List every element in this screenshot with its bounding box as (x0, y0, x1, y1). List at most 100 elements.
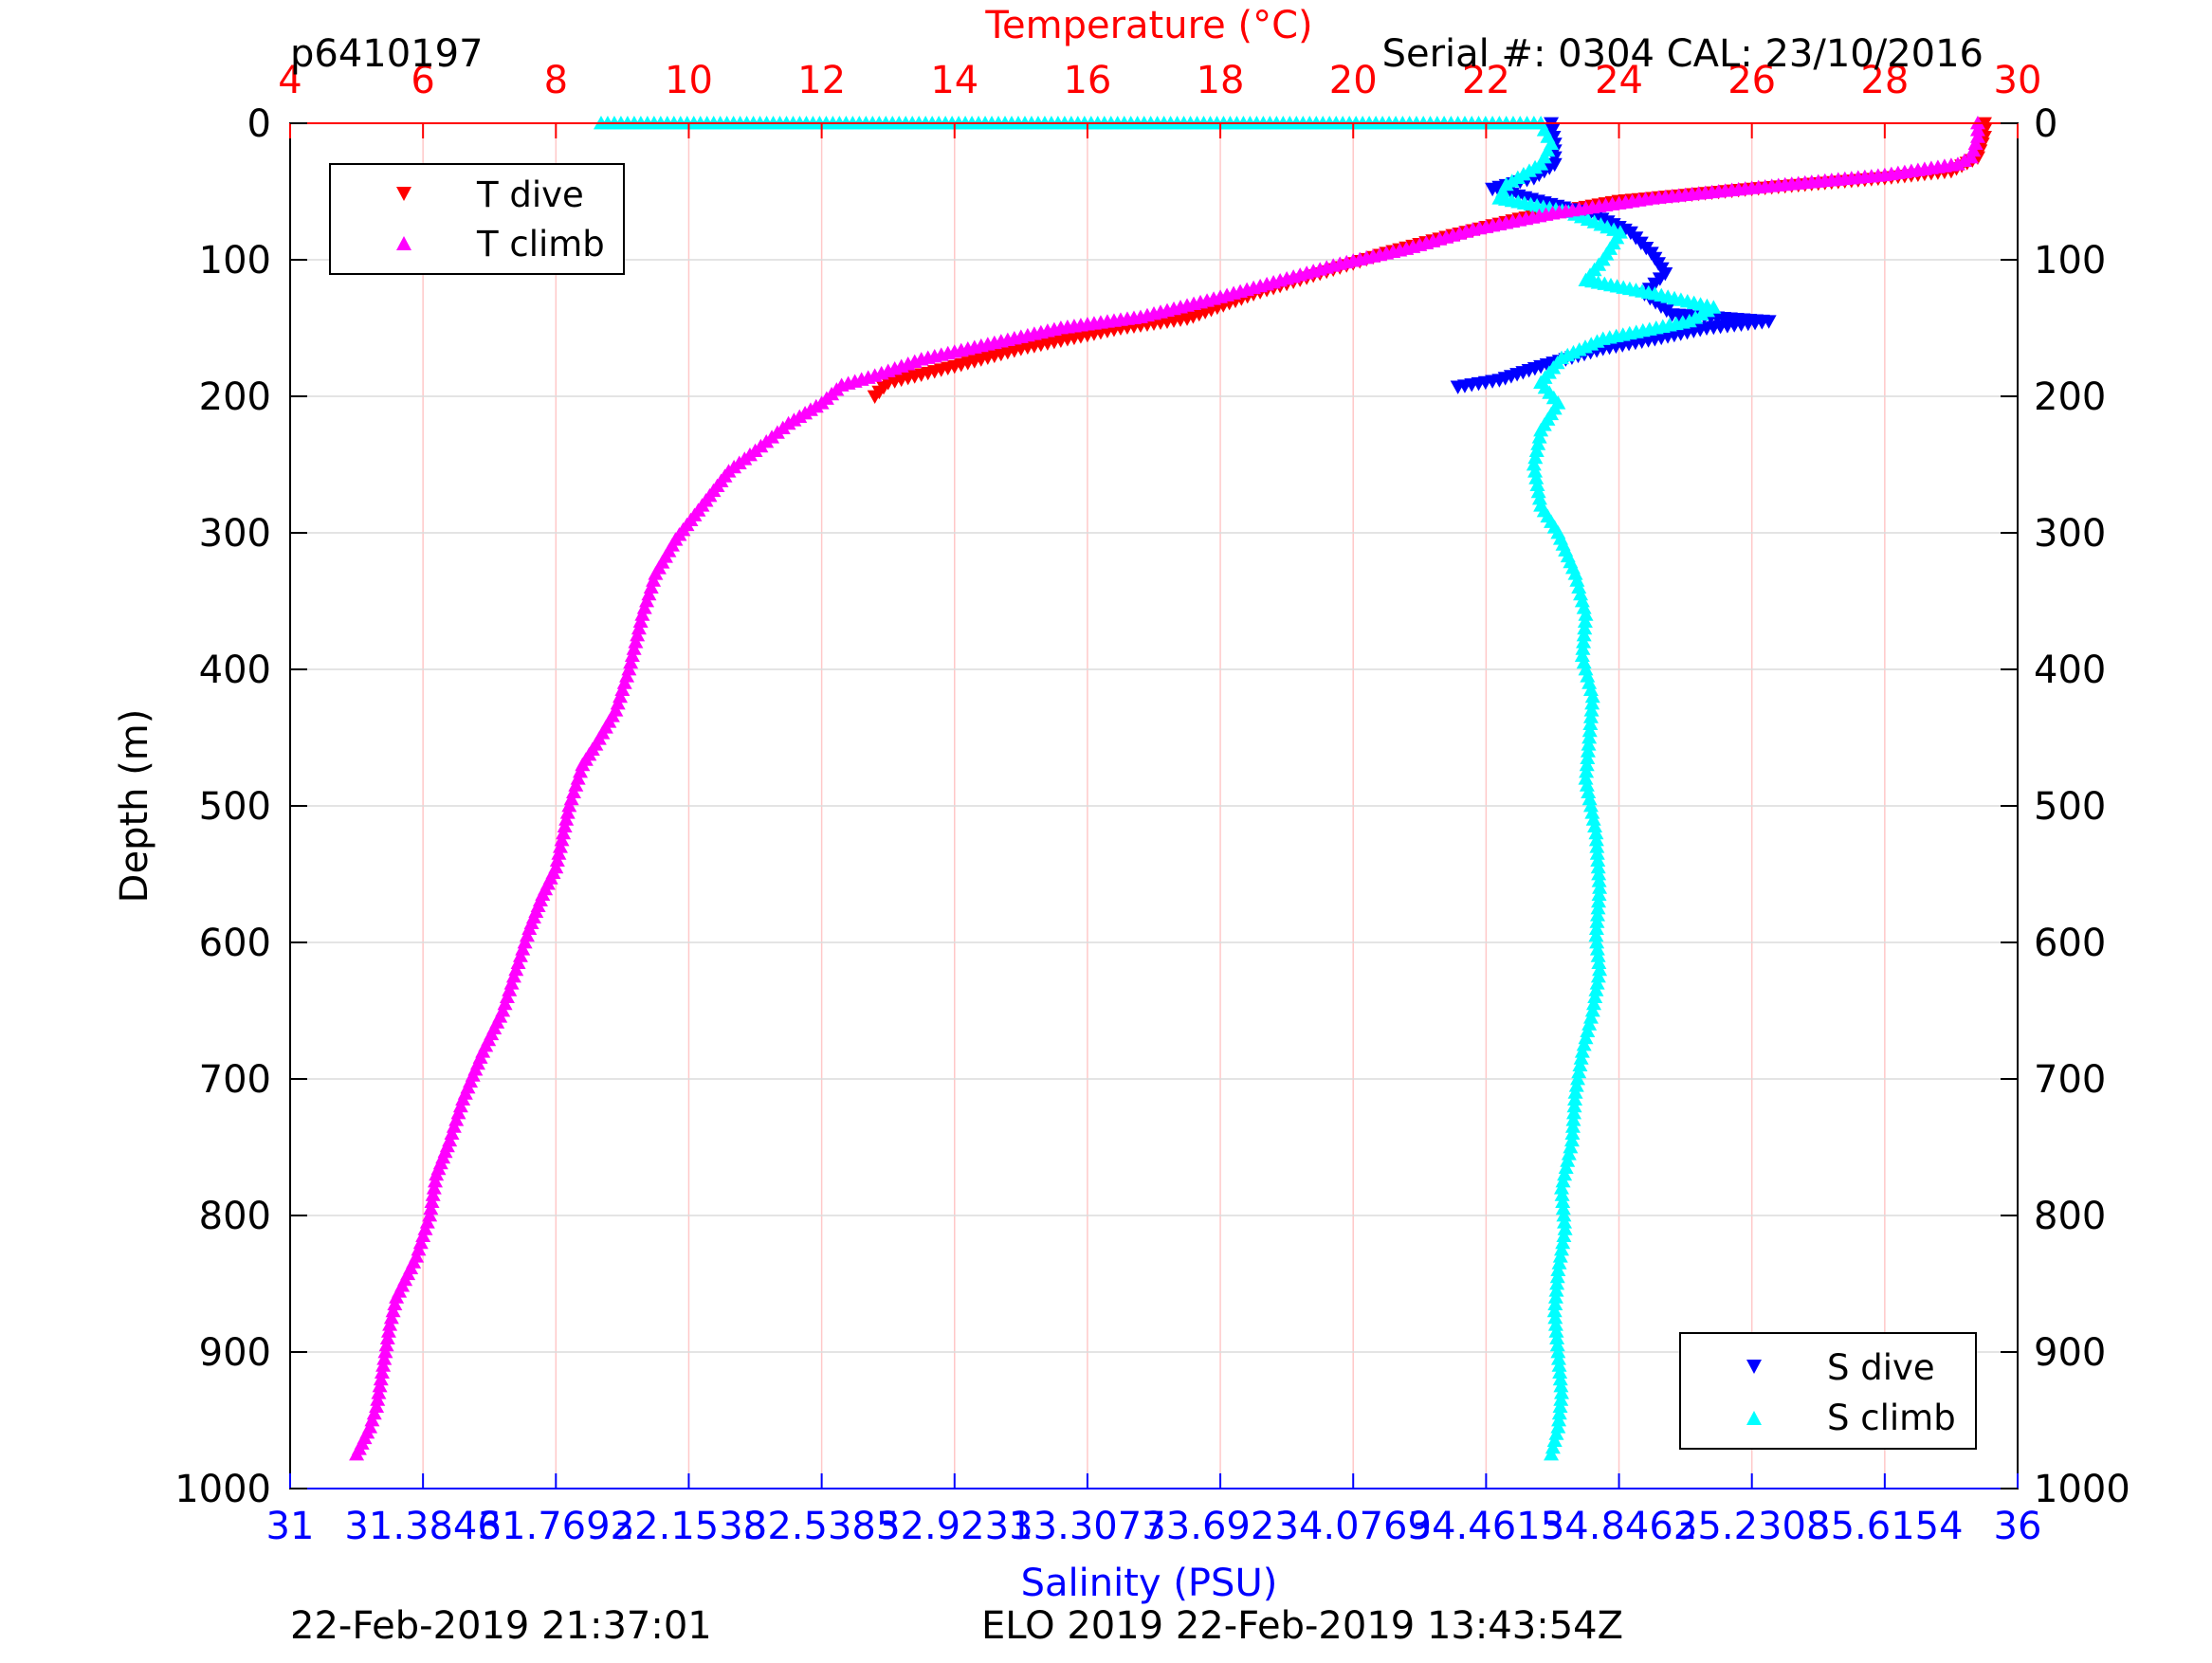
s-climb-marker (1548, 1426, 1564, 1440)
sal-axis-label: Salinity (PSU) (1021, 1562, 1278, 1605)
t-climb-marker (628, 634, 644, 649)
legend-temperature: T dive T climb (329, 163, 625, 275)
sal-tick-label: 32.5385 (743, 1505, 900, 1548)
sal-tick-label: 35.2308 (1673, 1505, 1830, 1548)
sal-tick-label: 31.3846 (344, 1505, 501, 1548)
depth-tick-label-right: 400 (2034, 649, 2106, 692)
s-climb-marker (1576, 1037, 1592, 1051)
s-climb-marker (1582, 682, 1599, 696)
s-climb-marker (1528, 470, 1545, 484)
s-climb-marker (1530, 436, 1546, 450)
s-climb-marker (1547, 1296, 1563, 1310)
temp-tick-label: 26 (1728, 59, 1776, 102)
s-climb-marker (1577, 620, 1593, 635)
depth-tick-label-left: 200 (199, 375, 271, 419)
legend-temperature-box (329, 163, 625, 275)
s-climb-marker (1555, 1200, 1571, 1215)
s-climb-marker (1568, 1078, 1584, 1092)
s-climb-marker (1579, 757, 1595, 772)
series-t-climb (349, 116, 1985, 1461)
temp-tick-label: 18 (1197, 59, 1245, 102)
s-climb-marker (1554, 1187, 1570, 1201)
s-climb-marker (1583, 703, 1600, 717)
legend-s-dive-marker (1746, 1360, 1762, 1374)
s-climb-marker (1551, 1405, 1567, 1420)
s-climb-marker (1566, 1098, 1582, 1113)
sal-tick-label: 31 (266, 1505, 315, 1548)
legend-t-dive-marker (396, 187, 411, 201)
t-climb-marker (429, 1166, 445, 1181)
legend-s-dive-label: S dive (1827, 1347, 1935, 1388)
t-climb-marker (373, 1371, 389, 1386)
t-climb-marker (383, 1310, 399, 1325)
s-climb-marker (1589, 935, 1605, 949)
t-climb-marker (549, 852, 565, 867)
s-climb-marker (1584, 805, 1600, 819)
s-climb-marker (1551, 1413, 1567, 1427)
s-climb-marker (1530, 484, 1546, 499)
s-climb-marker (1581, 1016, 1598, 1031)
temp-tick-label: 16 (1063, 59, 1111, 102)
s-climb-marker (1558, 1160, 1574, 1174)
s-climb-marker (1551, 1358, 1567, 1372)
t-climb-marker (387, 1296, 403, 1310)
s-climb-marker (1546, 1433, 1563, 1447)
s-climb-marker (1560, 1153, 1576, 1167)
s-climb-marker (1581, 730, 1598, 744)
s-climb-marker (1589, 976, 1605, 990)
t-climb-marker (556, 825, 572, 840)
t-climb-marker (559, 805, 576, 819)
s-climb-marker (1549, 1330, 1565, 1344)
temp-tick-label: 10 (665, 59, 713, 102)
s-climb-marker (1569, 1071, 1585, 1086)
footer-timestamp: 22-Feb-2019 21:37:01 (290, 1604, 712, 1648)
s-climb-marker (1528, 443, 1545, 457)
s-climb-marker (1549, 1337, 1565, 1352)
t-climb-marker (376, 1351, 393, 1365)
s-climb-marker (1553, 1392, 1569, 1406)
legend-s-climb-label: S climb (1827, 1398, 1956, 1438)
s-climb-marker (1582, 716, 1599, 730)
t-climb-marker (552, 839, 568, 853)
s-climb-marker (1552, 1249, 1568, 1263)
s-climb-marker (1555, 1194, 1571, 1208)
s-climb-marker (1531, 491, 1547, 505)
s-climb-marker (1567, 1085, 1583, 1099)
s-climb-marker (1580, 743, 1596, 758)
s-climb-marker (1563, 1140, 1579, 1154)
t-climb-marker (380, 1324, 396, 1338)
s-climb-marker (1550, 1344, 1566, 1359)
depth-tick-label-right: 800 (2034, 1195, 2106, 1238)
t-climb-marker (349, 1447, 365, 1461)
s-climb-marker (1547, 1289, 1563, 1304)
t-climb-marker (378, 1337, 394, 1352)
s-climb-marker (1589, 846, 1605, 860)
depth-tick-label-left: 600 (199, 922, 271, 965)
s-climb-marker (1550, 1419, 1566, 1434)
s-climb-marker (1527, 449, 1544, 465)
t-climb-marker (377, 1344, 393, 1359)
temp-tick-label: 12 (797, 59, 846, 102)
depth-tick-label-left: 500 (199, 785, 271, 829)
s-climb-marker (1576, 634, 1592, 649)
s-climb-marker (1557, 1215, 1573, 1229)
s-climb-marker (1579, 777, 1595, 792)
sal-tick-label: 36 (1994, 1505, 2042, 1548)
legend-t-climb-marker (396, 236, 411, 250)
s-climb-marker (1586, 996, 1602, 1011)
t-climb-marker (370, 1392, 386, 1406)
s-climb-marker (1557, 1221, 1573, 1235)
t-climb-marker (379, 1330, 395, 1344)
t-climb-marker (551, 846, 567, 860)
t-climb-marker (558, 812, 575, 826)
t-climb-marker (375, 1358, 392, 1372)
s-climb-marker (1574, 594, 1590, 608)
t-climb-marker (632, 613, 649, 628)
temp-axis-label: Temperature (°C) (984, 4, 1312, 47)
s-climb-marker (1590, 948, 1606, 962)
depth-tick-label-left: 900 (199, 1331, 271, 1375)
s-climb-marker (1588, 927, 1604, 942)
s-climb-marker (1587, 989, 1603, 1003)
